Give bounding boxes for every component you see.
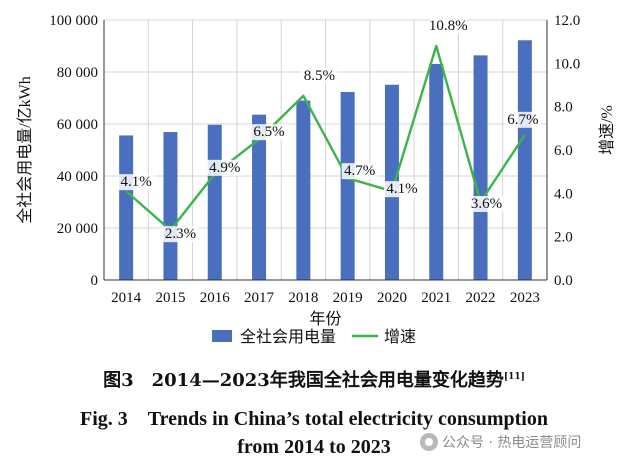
data-label-bg	[301, 67, 338, 84]
bar-2015	[163, 132, 178, 280]
caption-english-line2: from 2014 to 2023	[237, 436, 391, 458]
x-tick-label: 2019	[333, 290, 363, 306]
bar-2021	[429, 63, 444, 280]
x-tick-label: 2021	[421, 290, 451, 306]
x-tick-label: 2014	[111, 290, 142, 306]
right-tick-label: 4.0	[554, 186, 573, 202]
data-label-bg	[430, 18, 467, 34]
right-tick-label: 0.0	[554, 273, 573, 289]
x-tick-label: 2023	[510, 290, 540, 306]
x-tick-label: 2016	[200, 290, 231, 306]
legend-line-label: 增速	[384, 328, 416, 346]
data-label-2016: 4.9%	[209, 160, 240, 176]
data-label-2017: 6.5%	[253, 124, 284, 140]
right-tick-label: 2.0	[554, 230, 573, 246]
data-label-bg	[504, 111, 541, 128]
bar-2016	[207, 124, 222, 280]
caption-chinese: 图3 2014—2023年我国全社会用电量变化趋势[11]	[103, 370, 525, 391]
caption-english-line1: Fig. 3 Trends in China’s total electrici…	[80, 408, 548, 430]
right-tick-label: 8.0	[554, 100, 573, 116]
x-tick-label: 2015	[155, 290, 185, 306]
x-tick-label: 2018	[288, 290, 318, 306]
bar-series	[119, 40, 532, 281]
left-tick-label: 20 000	[57, 221, 98, 237]
data-label-bg	[468, 196, 505, 212]
right-tick-label: 6.0	[554, 143, 573, 159]
data-label-2014: 4.1%	[121, 174, 152, 190]
legend-bar-swatch	[212, 330, 232, 342]
x-tick-label: 2022	[466, 290, 496, 306]
data-label-bg	[206, 159, 243, 176]
right-tick-label: 10.0	[554, 56, 580, 72]
x-tick-label: 2017	[244, 290, 275, 306]
axes: 0 20 000 40 000 60 000 80 000 100 000 0.0 2.0 4.…	[16, 13, 616, 328]
data-label-2023: 6.7%	[507, 112, 538, 128]
x-axis-title: 年份	[309, 310, 341, 328]
bar-2014	[119, 135, 134, 280]
data-label-bg	[118, 174, 155, 191]
bar-2018	[296, 100, 311, 280]
bar-2022	[473, 55, 488, 280]
left-tick-label: 80 000	[57, 65, 98, 81]
data-label-2019: 4.7%	[344, 163, 375, 179]
right-tick-label: 12.0	[554, 13, 580, 29]
left-tick-label: 60 000	[57, 117, 98, 133]
data-label-bg	[341, 163, 378, 180]
data-label-2022: 3.6%	[471, 196, 502, 212]
data-label-2021: 10.8%	[429, 18, 468, 34]
left-tick-label: 100 000	[49, 13, 98, 29]
bar-2023	[517, 40, 532, 280]
right-axis-title: 增速/%	[598, 105, 616, 155]
growth-line	[125, 44, 526, 232]
x-tick-label: 2020	[377, 290, 407, 306]
data-label-bg	[162, 226, 199, 243]
growth-line-series: 4.1% 2.3% 4.9% 6.5% 8.5% 4.7% 4.1% 10.8% 3.6% 6.7…	[118, 18, 541, 243]
data-label-2018: 8.5%	[304, 68, 335, 84]
watermark: 公众号 · 热电运营顾问	[420, 432, 581, 452]
left-tick-label: 0	[91, 273, 99, 289]
data-label-bg	[383, 181, 420, 198]
data-label-bg	[251, 124, 288, 141]
wechat-logo-icon	[420, 433, 438, 451]
left-axis-title: 全社会用电量/亿kWh	[16, 76, 34, 224]
left-tick-label: 40 000	[57, 169, 98, 185]
bar-2019	[340, 92, 355, 281]
legend-bar-label: 全社会用电量	[240, 328, 336, 346]
data-label-2020: 4.1%	[386, 181, 417, 197]
bar-2017	[252, 114, 267, 280]
watermark-text: 公众号 · 热电运营顾问	[442, 435, 582, 451]
legend: 全社会用电量 增速	[212, 328, 416, 346]
data-label-2015: 2.3%	[165, 226, 196, 242]
